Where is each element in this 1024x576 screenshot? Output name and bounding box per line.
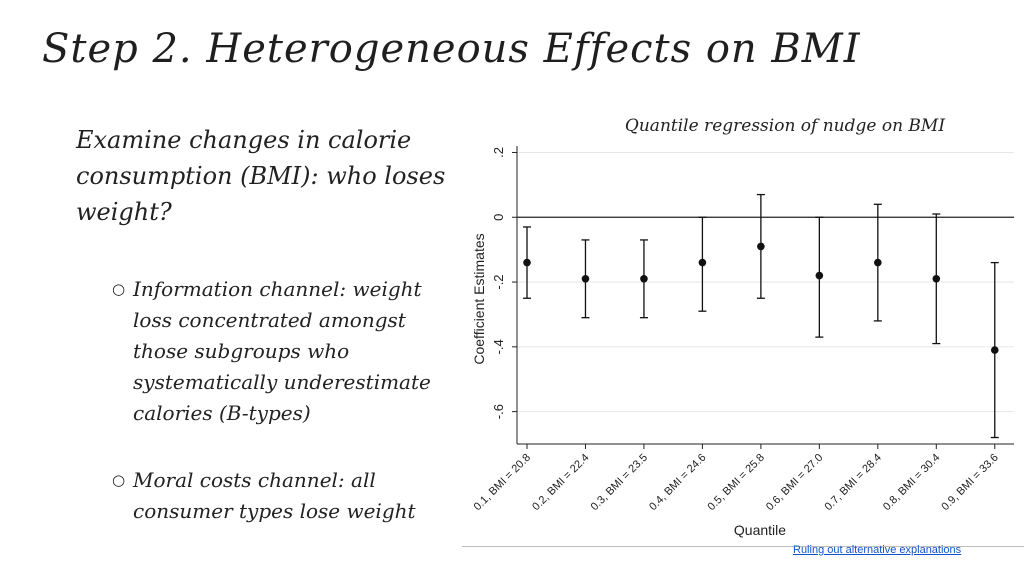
point-estimate bbox=[874, 258, 882, 267]
point-estimate bbox=[815, 271, 824, 280]
coefficient-estimate bbox=[639, 239, 648, 319]
y-tick-label: .2 bbox=[491, 147, 506, 158]
slide-title: Step 2. Heterogeneous Effects on BMI bbox=[42, 26, 861, 72]
bullet-moral-costs-channel: ○ Moral costs channel: all consumer type… bbox=[112, 465, 432, 527]
coefficient-estimate bbox=[873, 203, 882, 322]
alternative-explanations-link[interactable]: Ruling out alternative explanations bbox=[793, 544, 962, 556]
intro-text: Examine changes in calorie consumption (… bbox=[76, 126, 446, 226]
gridlines bbox=[517, 151, 1014, 413]
x-tick-label: 0.8, BMI = 30.4 bbox=[881, 452, 942, 513]
point-estimate bbox=[757, 242, 765, 251]
bullet-information-channel: ○ Information channel: weight loss conce… bbox=[112, 274, 432, 429]
quantile-regression-chart: .2 0 -.2 -.4 -.6 0.1, BMI = 20.80.2, BMI = 2… bbox=[471, 146, 1014, 538]
x-tick-label: 0.4, BMI = 24.6 bbox=[647, 452, 708, 513]
slide-bottom-edge bbox=[0, 568, 460, 576]
point-estimate bbox=[523, 258, 531, 267]
coefficient-estimate bbox=[932, 213, 941, 345]
y-tick-label: -.2 bbox=[491, 274, 506, 289]
coefficient-estimate bbox=[815, 216, 824, 338]
footer-divider bbox=[462, 546, 1024, 547]
x-tick-label: 0.7, BMI = 28.4 bbox=[822, 452, 883, 513]
coefficient-marks bbox=[523, 193, 999, 439]
y-tick-label: 0 bbox=[491, 214, 506, 221]
point-estimate bbox=[990, 346, 999, 354]
bullet-list: ○ Information channel: weight loss conce… bbox=[112, 274, 432, 527]
coefficient-estimate bbox=[581, 239, 590, 319]
x-tick-label: 0.9, BMI = 33.6 bbox=[939, 452, 1000, 513]
y-tick-label: -.6 bbox=[491, 404, 506, 419]
hollow-circle-bullet-icon: ○ bbox=[112, 280, 126, 298]
point-estimate bbox=[932, 275, 941, 283]
point-estimate bbox=[581, 275, 590, 283]
x-tick-label: 0.3, BMI = 23.5 bbox=[589, 452, 650, 513]
bullet-text: Moral costs channel: all consumer types … bbox=[133, 468, 416, 523]
hollow-circle-bullet-icon: ○ bbox=[112, 471, 126, 489]
chart-title: Quantile regression of nudge on BMI bbox=[624, 116, 946, 136]
x-tick-label: 0.1, BMI = 20.8 bbox=[472, 452, 533, 513]
x-tick-label: 0.6, BMI = 27.0 bbox=[764, 452, 825, 513]
bullet-text: Information channel: weight loss concent… bbox=[133, 277, 431, 425]
y-axis-ticks: .2 0 -.2 -.4 -.6 bbox=[491, 147, 517, 419]
x-axis-label: Quantile bbox=[734, 522, 786, 538]
coefficient-estimate bbox=[523, 226, 531, 299]
coefficient-estimate bbox=[698, 216, 707, 312]
x-tick-label: 0.2, BMI = 22.4 bbox=[530, 452, 591, 513]
point-estimate bbox=[698, 258, 707, 267]
point-estimate bbox=[640, 275, 648, 283]
coefficient-estimate bbox=[756, 193, 765, 299]
y-tick-label: -.4 bbox=[491, 339, 506, 354]
x-axis-ticks: 0.1, BMI = 20.80.2, BMI = 22.40.3, BMI =… bbox=[472, 444, 1001, 513]
y-axis-label: Coefficient Estimates bbox=[471, 233, 487, 364]
coefficient-estimate bbox=[990, 261, 999, 439]
x-tick-label: 0.5, BMI = 25.8 bbox=[706, 452, 767, 513]
